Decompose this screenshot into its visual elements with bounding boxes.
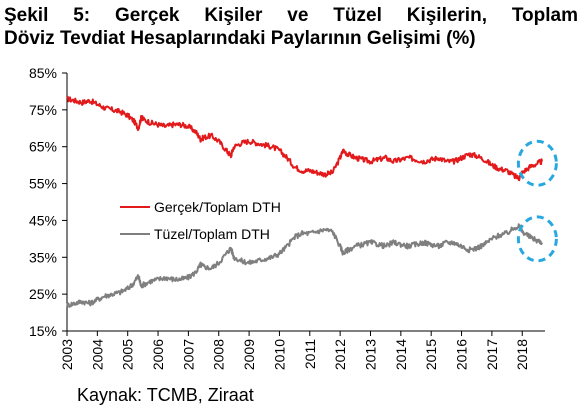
y-tick-label: 75% (29, 102, 57, 118)
x-tick-label: 2011 (302, 339, 318, 369)
y-tick-label: 85% (29, 65, 57, 81)
x-tick-label: 2017 (484, 339, 500, 370)
x-tick-label: 2008 (211, 339, 227, 370)
x-tick-label: 2012 (332, 339, 348, 370)
y-tick-label: 55% (29, 176, 57, 192)
x-tick-label: 2005 (120, 339, 136, 370)
x-tick-label: 2006 (150, 339, 166, 370)
x-tick-label: 2016 (454, 339, 470, 370)
highlight-circle-2 (516, 215, 558, 263)
chart-title-line-2: Döviz Tevdiat Hesaplarındaki Paylarının … (4, 28, 476, 49)
x-tick-label: 2003 (59, 339, 75, 370)
series-line-tuzel (66, 223, 543, 308)
legend-label-tuzel: Tüzel/Toplam DTH (154, 226, 270, 242)
x-tick-label: 2013 (362, 339, 378, 370)
x-tick-label: 2014 (393, 339, 409, 370)
chart-title-line-1: Şekil 5: Gerçek Kişiler ve Tüzel Kişiler… (4, 5, 578, 26)
x-tick-label: 2009 (241, 339, 257, 370)
x-tick-label: 2010 (271, 339, 287, 370)
y-tick-label: 35% (29, 249, 57, 265)
y-tick-label: 15% (29, 323, 57, 339)
x-tick-label: 2004 (89, 339, 105, 370)
y-tick-label: 65% (29, 139, 57, 155)
x-tick-label: 2018 (514, 339, 530, 370)
highlight-circle-1 (516, 139, 558, 187)
series-line-gercek (66, 95, 543, 182)
legend-label-gercek: Gerçek/Toplam DTH (154, 199, 281, 215)
y-tick-label: 45% (29, 212, 57, 228)
y-tick-label: 25% (29, 286, 57, 302)
chart-title: Şekil 5: Gerçek Kişiler ve Tüzel Kişiler… (4, 4, 578, 50)
x-tick-label: 2015 (423, 339, 439, 370)
x-tick-label: 2007 (180, 339, 196, 370)
source-note: Kaynak: TCMB, Ziraat (77, 385, 254, 405)
